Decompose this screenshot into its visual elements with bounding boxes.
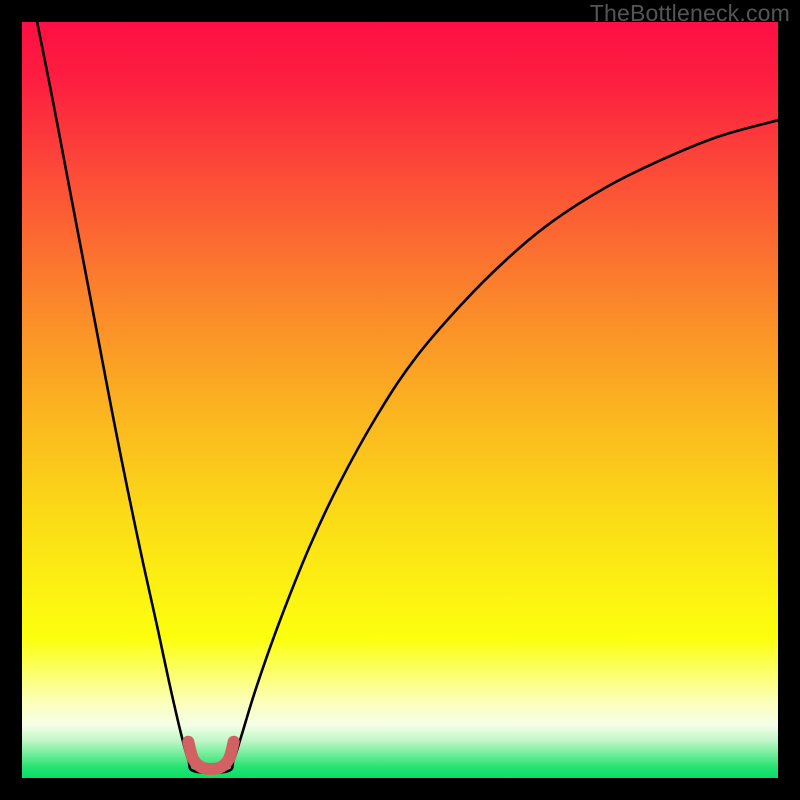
bottleneck-curve <box>37 22 778 773</box>
chart-container: TheBottleneck.com <box>0 0 800 800</box>
watermark-text: TheBottleneck.com <box>590 0 790 27</box>
dip-marker <box>188 742 233 769</box>
plot-area <box>22 22 778 778</box>
curve-layer <box>22 22 778 778</box>
